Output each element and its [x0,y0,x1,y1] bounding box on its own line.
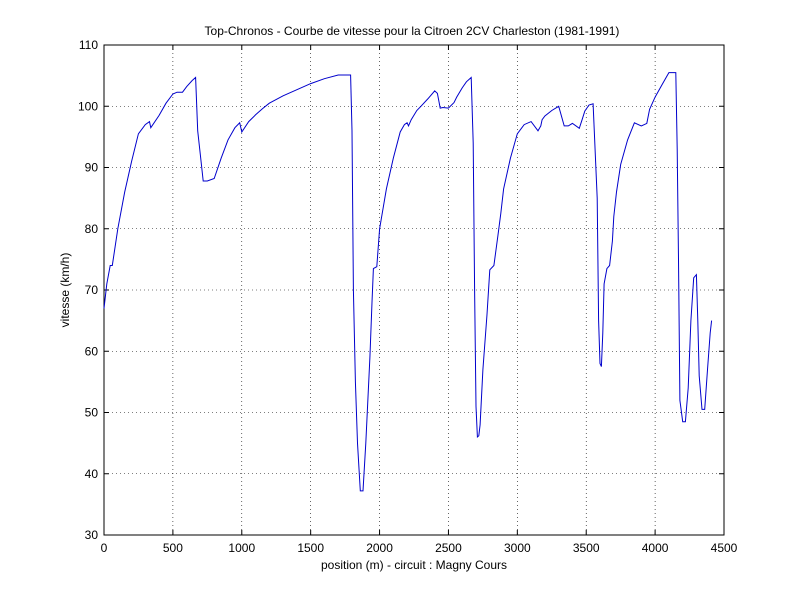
y-tick-label: 80 [85,222,99,236]
y-tick-label: 110 [79,38,98,52]
y-tick-label: 90 [85,161,99,175]
x-tick-label: 500 [163,541,183,555]
y-axis-label: vitesse (km/h) [58,253,72,328]
x-tick-label: 4500 [711,541,738,555]
y-tick-label: 50 [85,406,99,420]
y-tick-label: 70 [85,283,99,297]
y-tick-label: 60 [85,344,99,358]
x-tick-label: 3500 [573,541,600,555]
x-axis-label: position (m) - circuit : Magny Cours [321,558,507,572]
series-line [103,72,713,492]
x-tick-label: 1500 [297,541,324,555]
x-tick-labels: 0 500 1000 1500 2000 2500 3000 3500 4000 4500 [101,541,738,555]
x-tick-label: 2000 [366,541,393,555]
y-tick-label: 40 [85,467,99,481]
x-tick-label: 4000 [642,541,669,555]
x-tick-label: 3000 [504,541,531,555]
chart-title: Top-Chronos - Courbe de vitesse pour la … [205,24,620,38]
y-tick-label: 30 [85,528,99,542]
x-tick-label: 2500 [435,541,462,555]
x-tick-label: 0 [101,541,108,555]
y-tick-labels: 30 40 50 60 70 80 90 100 110 [78,38,98,542]
grid [104,45,724,535]
x-tick-label: 1000 [228,541,255,555]
axis-ticks [103,44,725,536]
y-tick-label: 100 [78,99,98,113]
